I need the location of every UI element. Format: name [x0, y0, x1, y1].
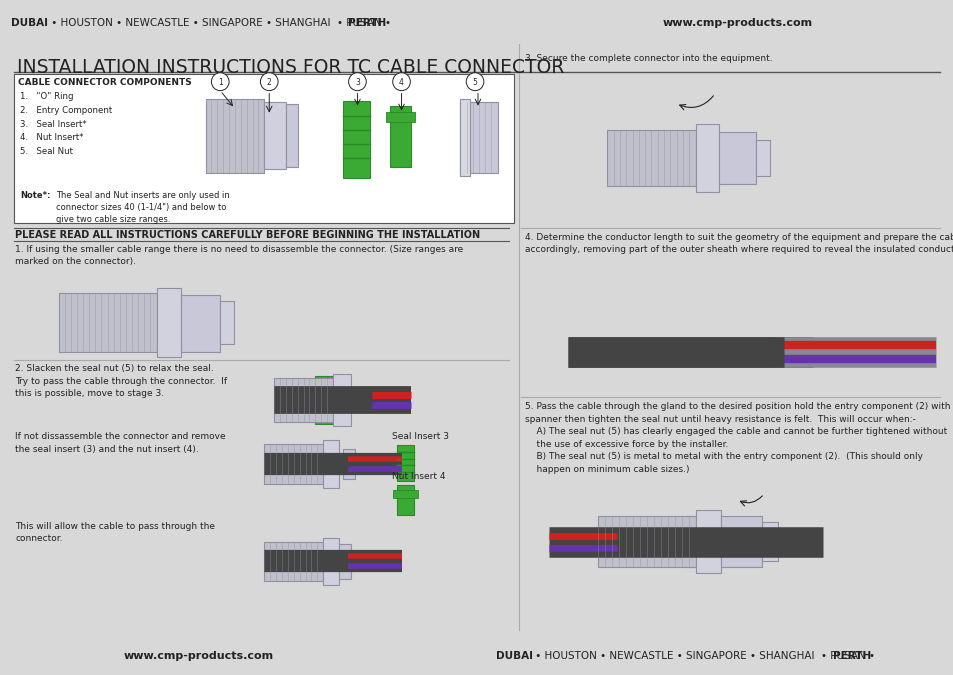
FancyBboxPatch shape: [315, 377, 333, 424]
FancyBboxPatch shape: [338, 543, 350, 579]
Text: 4.   Nut Insert*: 4. Nut Insert*: [20, 134, 84, 142]
FancyBboxPatch shape: [58, 293, 156, 352]
Text: www.cmp-products.com: www.cmp-products.com: [662, 18, 812, 28]
FancyBboxPatch shape: [333, 375, 350, 426]
Text: CABLE CONNECTOR COMPONENTS: CABLE CONNECTOR COMPONENTS: [18, 78, 192, 86]
Circle shape: [348, 73, 366, 90]
FancyBboxPatch shape: [460, 99, 470, 176]
Text: INSTALLATION INSTRUCTIONS FOR TC CABLE CONNECTOR: INSTALLATION INSTRUCTIONS FOR TC CABLE C…: [17, 58, 564, 77]
Text: 5. Pass the cable through the gland to the desired position hold the entry compo: 5. Pass the cable through the gland to t…: [524, 402, 953, 474]
FancyBboxPatch shape: [695, 124, 719, 192]
FancyBboxPatch shape: [396, 445, 414, 481]
Text: • HOUSTON • NEWCASTLE • SINGAPORE • SHANGHAI  • PUSAN •: • HOUSTON • NEWCASTLE • SINGAPORE • SHAN…: [48, 18, 394, 28]
Text: PERTH: PERTH: [348, 18, 386, 28]
FancyBboxPatch shape: [720, 516, 761, 568]
Text: 1.   "O" Ring: 1. "O" Ring: [20, 92, 73, 101]
Circle shape: [466, 73, 483, 90]
Text: • HOUSTON • NEWCASTLE • SINGAPORE • SHANGHAI  • PUSAN •: • HOUSTON • NEWCASTLE • SINGAPORE • SHAN…: [532, 651, 878, 662]
FancyBboxPatch shape: [274, 378, 333, 422]
FancyBboxPatch shape: [181, 295, 220, 352]
FancyBboxPatch shape: [323, 537, 338, 585]
FancyBboxPatch shape: [342, 449, 355, 479]
FancyBboxPatch shape: [264, 541, 323, 581]
Text: 4: 4: [398, 78, 403, 87]
Text: Seal Insert 3: Seal Insert 3: [392, 432, 448, 441]
Text: 2.   Entry Component: 2. Entry Component: [20, 105, 112, 115]
FancyBboxPatch shape: [756, 140, 769, 176]
FancyBboxPatch shape: [220, 300, 233, 344]
FancyBboxPatch shape: [323, 440, 338, 488]
Text: 4. Determine the conductor length to suit the geometry of the equipment and prep: 4. Determine the conductor length to sui…: [524, 233, 953, 254]
Text: Note*:: Note*:: [20, 191, 51, 200]
Text: PERTH: PERTH: [832, 651, 870, 662]
FancyBboxPatch shape: [393, 490, 417, 497]
Text: DUBAI: DUBAI: [11, 18, 49, 28]
Text: 1: 1: [217, 78, 222, 87]
Text: 2. Slacken the seal nut (5) to relax the seal.
Try to pass the cable through the: 2. Slacken the seal nut (5) to relax the…: [15, 364, 228, 398]
FancyBboxPatch shape: [14, 74, 514, 223]
FancyBboxPatch shape: [385, 111, 415, 121]
FancyBboxPatch shape: [460, 102, 497, 173]
Text: DUBAI: DUBAI: [496, 651, 533, 662]
Text: The Seal and Nut inserts are only used in
connector sizes 40 (1-1/4") and below : The Seal and Nut inserts are only used i…: [55, 191, 229, 224]
FancyBboxPatch shape: [396, 485, 414, 514]
FancyBboxPatch shape: [390, 105, 411, 167]
FancyBboxPatch shape: [607, 130, 695, 186]
FancyBboxPatch shape: [342, 101, 370, 178]
Circle shape: [260, 73, 277, 90]
Text: 3: 3: [355, 78, 359, 87]
Text: www.cmp-products.com: www.cmp-products.com: [124, 651, 274, 662]
Text: 5: 5: [472, 78, 477, 87]
FancyBboxPatch shape: [685, 516, 704, 568]
Text: This will allow the cable to pass through the
connector.: This will allow the cable to pass throug…: [15, 522, 215, 543]
Text: 3. Secure the complete connector into the equipment.: 3. Secure the complete connector into th…: [524, 54, 772, 63]
Text: If not dissassemble the connector and remove
the seal insert (3) and the nut ins: If not dissassemble the connector and re…: [15, 432, 226, 454]
Circle shape: [212, 73, 229, 90]
FancyBboxPatch shape: [264, 444, 323, 484]
FancyBboxPatch shape: [719, 132, 756, 184]
FancyBboxPatch shape: [695, 510, 720, 573]
Text: 1. If using the smaller cable range there is no need to disassemble the connecto: 1. If using the smaller cable range ther…: [15, 245, 463, 267]
FancyBboxPatch shape: [264, 102, 286, 169]
Text: 2: 2: [267, 78, 272, 87]
FancyBboxPatch shape: [597, 516, 695, 568]
Circle shape: [393, 73, 410, 90]
FancyBboxPatch shape: [205, 99, 264, 173]
FancyBboxPatch shape: [286, 103, 297, 167]
FancyBboxPatch shape: [156, 288, 181, 357]
FancyBboxPatch shape: [761, 522, 777, 562]
Text: 3.   Seal Insert*: 3. Seal Insert*: [20, 119, 87, 128]
Text: 5.   Seal Nut: 5. Seal Nut: [20, 147, 73, 157]
Text: PLEASE READ ALL INSTRUCTIONS CAREFULLY BEFORE BEGINNING THE INSTALLATION: PLEASE READ ALL INSTRUCTIONS CAREFULLY B…: [15, 230, 480, 240]
Text: Nut Insert 4: Nut Insert 4: [392, 472, 445, 481]
